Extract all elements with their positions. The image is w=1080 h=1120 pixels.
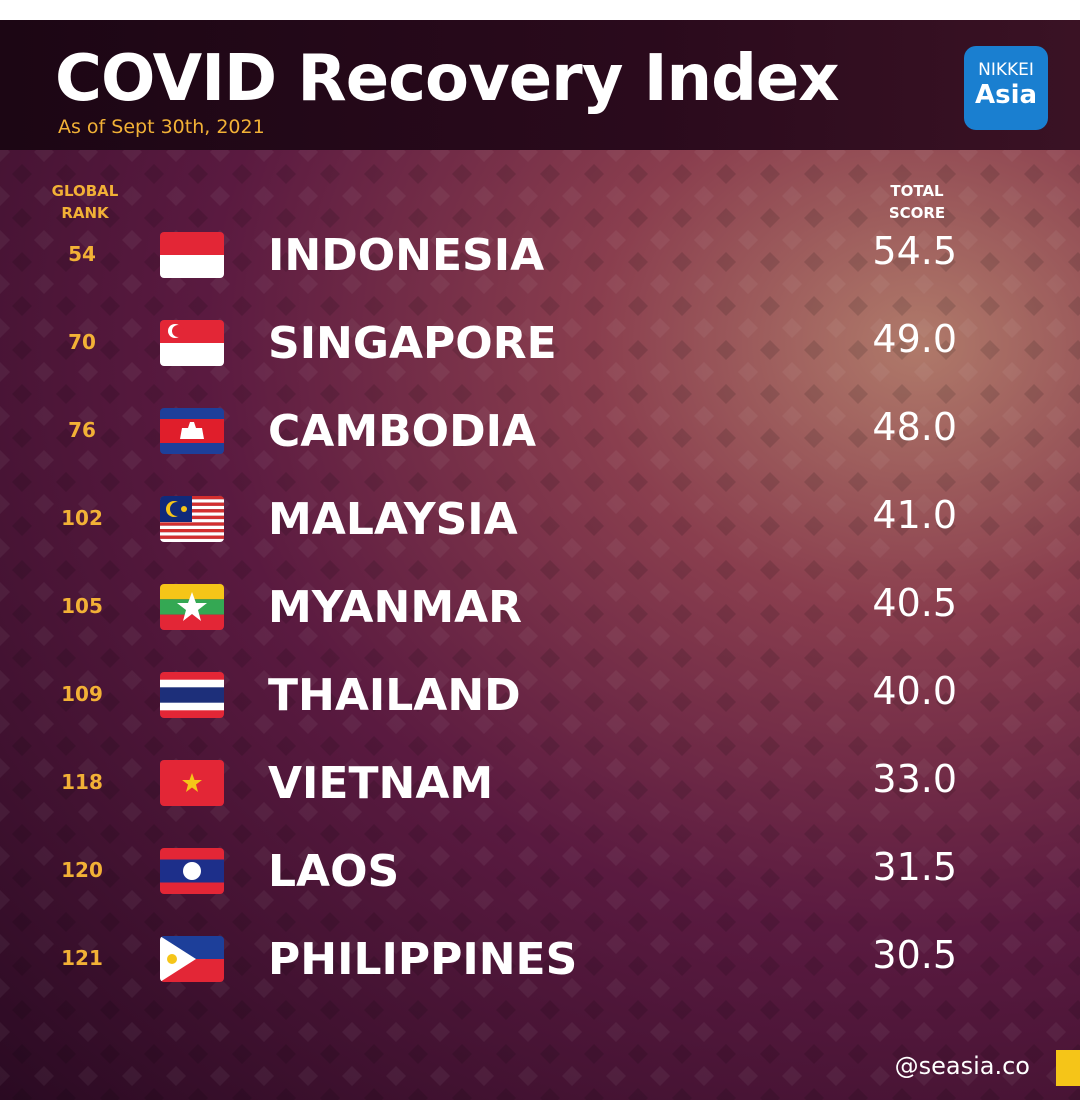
country: INDONESIA [268, 230, 545, 281]
score: 48.0 [872, 405, 957, 449]
country: PHILIPPINES [268, 934, 578, 985]
flag-image [160, 848, 224, 894]
column-header: GLOBAL RANK [51, 182, 119, 222]
country: VIETNAM [268, 758, 494, 809]
flag-image [160, 408, 224, 454]
flag [160, 760, 224, 810]
flag [160, 848, 224, 898]
score: 41.0 [872, 493, 957, 537]
accent-bar [1056, 1050, 1080, 1086]
footer-handle: @seasia.co [894, 1052, 1030, 1080]
country: MYANMAR [268, 582, 523, 633]
rank: 105 [61, 594, 103, 618]
score: 30.5 [872, 933, 957, 977]
title: COVID Recovery Index [55, 42, 840, 116]
flag [160, 936, 224, 986]
flag-image [160, 232, 224, 278]
flag [160, 496, 224, 546]
country: THAILAND [268, 670, 521, 721]
flag [160, 672, 224, 722]
header-band [0, 20, 1080, 150]
rank: 118 [61, 770, 103, 794]
flag [160, 408, 224, 458]
flag-image [160, 936, 224, 982]
flag [160, 232, 224, 282]
logo-text: Asia [974, 80, 1038, 110]
score: 33.0 [872, 757, 957, 801]
infographic: COVID Recovery Index As of Sept 30th, 20… [0, 20, 1080, 1100]
rank: 76 [68, 418, 96, 442]
logo-text: NIKKEI [978, 60, 1034, 80]
rank: 54 [68, 242, 96, 266]
column-header: TOTAL SCORE [888, 182, 946, 222]
country: MALAYSIA [268, 494, 518, 545]
flag [160, 320, 224, 370]
country: SINGAPORE [268, 318, 557, 369]
rank: 70 [68, 330, 96, 354]
flag-image [160, 496, 224, 543]
flag-image [160, 320, 224, 366]
rank: 109 [61, 682, 103, 706]
rank: 102 [61, 506, 103, 530]
score: 49.0 [872, 317, 957, 361]
rank: 120 [61, 858, 103, 882]
country: LAOS [268, 846, 400, 897]
subtitle: As of Sept 30th, 2021 [58, 116, 265, 138]
score: 40.5 [872, 581, 957, 625]
score: 54.5 [872, 229, 957, 273]
rank: 121 [61, 946, 103, 970]
country: CAMBODIA [268, 406, 537, 457]
score: 40.0 [872, 669, 957, 713]
flag-image [160, 672, 224, 718]
score: 31.5 [872, 845, 957, 889]
flag-image [160, 584, 224, 630]
flag [160, 584, 224, 634]
logo: NIKKEI Asia [964, 46, 1048, 130]
background-pattern [0, 20, 1080, 1100]
flag-image [160, 760, 224, 806]
